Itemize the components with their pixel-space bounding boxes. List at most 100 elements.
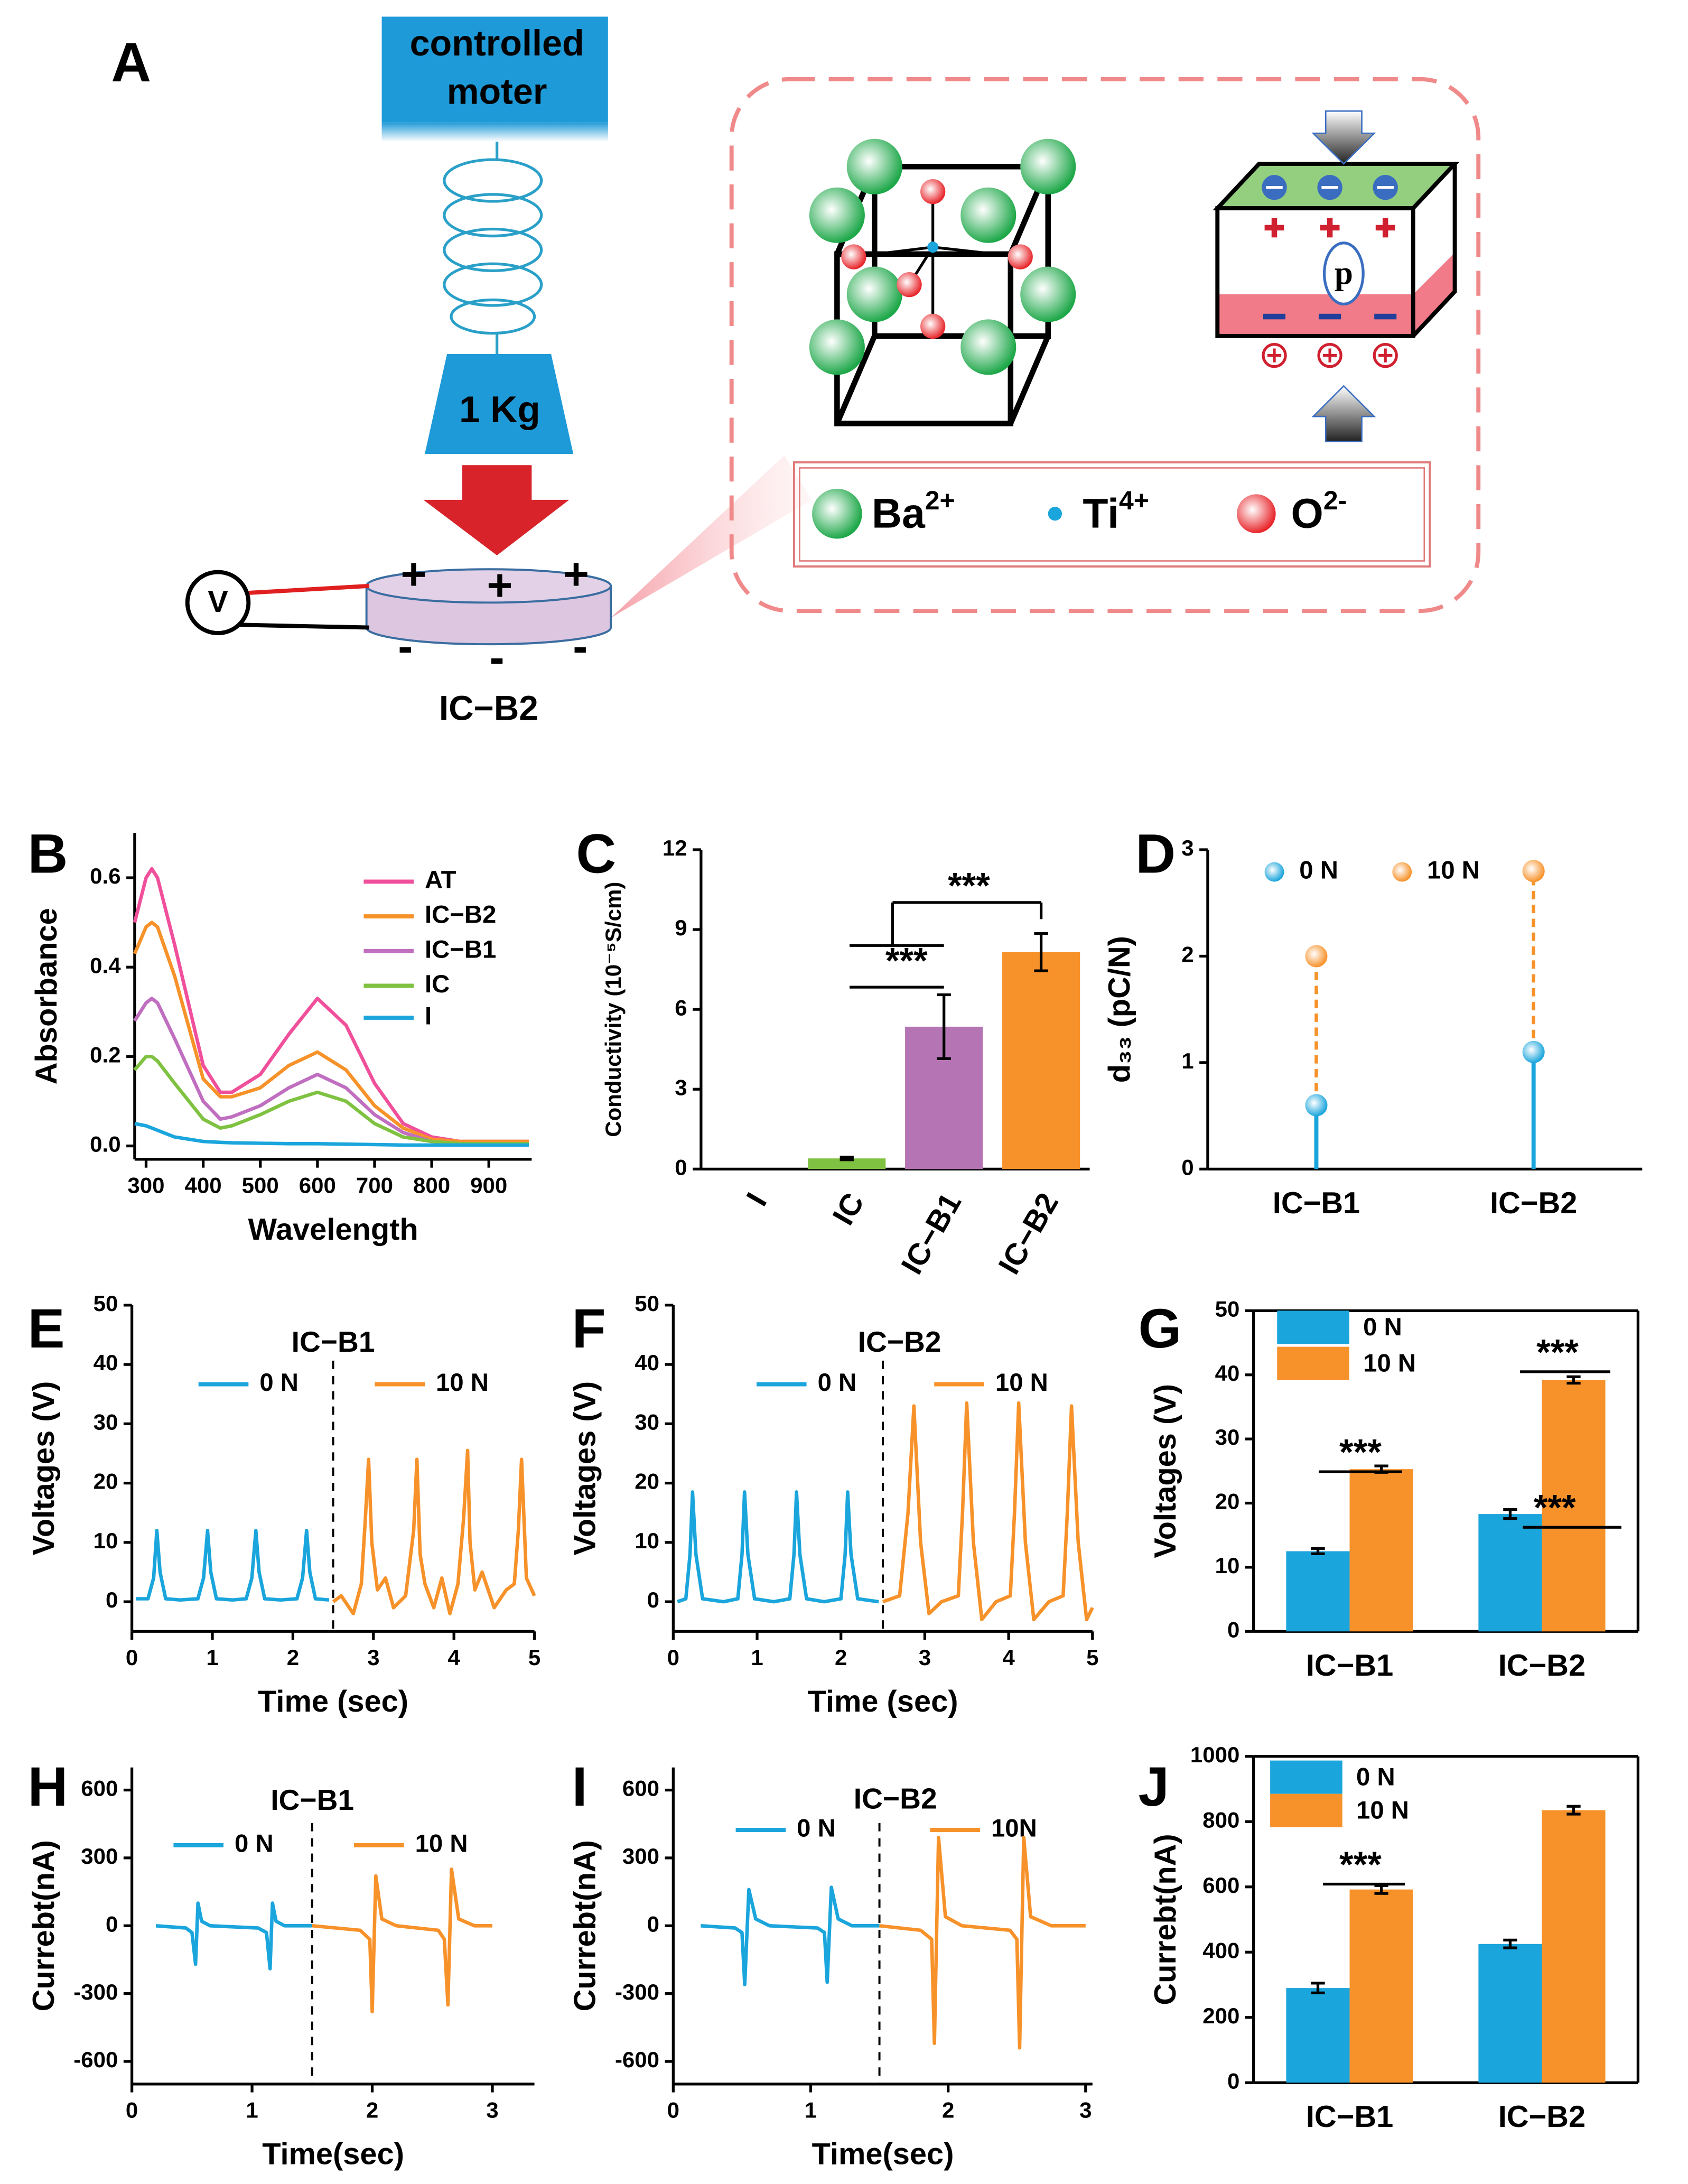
- annotation: ***: [1339, 1845, 1382, 1885]
- sample-label: IC−B2: [439, 689, 538, 728]
- wire: [240, 622, 369, 630]
- legend-swatch: [1270, 1793, 1342, 1827]
- y-tick-label: 400: [1202, 1938, 1239, 1963]
- y-tick-label: 30: [94, 1409, 118, 1434]
- bar: [1478, 1944, 1542, 2083]
- panel-letter: J: [1139, 1756, 1169, 1818]
- x-tick-label: 400: [185, 1173, 222, 1198]
- charge-sign: -: [490, 633, 505, 682]
- charge-sign: +: [400, 549, 426, 599]
- x-tick-label: 2: [942, 2097, 954, 2122]
- y-tick-label: 200: [1202, 2003, 1239, 2028]
- legend-label: 10 N: [415, 1829, 468, 1857]
- y-tick-label: 600: [81, 1776, 118, 1801]
- panel-letter: A: [111, 32, 151, 94]
- series-line: [133, 1055, 529, 1146]
- error-bar: [1034, 932, 1048, 972]
- y-tick-label: 0.0: [90, 1132, 120, 1157]
- legend-label: 10 N: [1427, 857, 1480, 885]
- x-tick-label: 0: [667, 2097, 679, 2122]
- y-tick-label: -300: [73, 1979, 118, 2004]
- y-tick-label: 30: [1215, 1425, 1240, 1449]
- legend-label: 0 N: [259, 1369, 299, 1397]
- bar: [808, 1158, 886, 1169]
- y-axis-label: d₃₃ (pC/N): [1103, 936, 1136, 1083]
- y-tick-label: 600: [1202, 1873, 1239, 1898]
- panel-a: A controlled moter 1 Kg V + + + - - - IC…: [111, 16, 1481, 728]
- charge-sign: +: [563, 549, 589, 599]
- chart-panel: G 0 10 20 30 40 50 IC−B1 IC−B2 Voltages (V) 0 N 10 …: [1139, 1296, 1640, 1683]
- legend-atom: [1237, 494, 1276, 533]
- y-tick-label: 3: [675, 1075, 687, 1100]
- legend-label: 10 N: [436, 1369, 489, 1397]
- x-tick-label: IC−B1: [1273, 1186, 1360, 1220]
- y-tick-label: 9: [675, 915, 687, 940]
- x-tick-label: 700: [356, 1173, 393, 1198]
- panel-letter: G: [1139, 1298, 1182, 1360]
- x-tick-label: IC: [826, 1187, 871, 1231]
- legend-swatch: [1392, 862, 1412, 882]
- bar: [1349, 1469, 1413, 1632]
- series-line: [312, 1867, 492, 2014]
- y-tick-label: 0: [106, 1911, 118, 1936]
- y-tick-label: 40: [635, 1350, 659, 1375]
- voltmeter: [185, 570, 251, 636]
- annotation: ***: [948, 866, 990, 906]
- legend-atom: [812, 488, 862, 539]
- panel-letter: E: [28, 1298, 65, 1360]
- y-tick-label: 40: [94, 1350, 118, 1375]
- legend-label: Ba2+: [872, 486, 955, 536]
- charge: 4+: [1119, 486, 1149, 515]
- charge-sign: -: [573, 621, 587, 671]
- y-tick-label: 0.6: [90, 863, 120, 888]
- y-tick-label: 40: [1215, 1361, 1240, 1386]
- x-axis-label: Time(sec): [262, 2137, 404, 2171]
- y-tick-label: -600: [615, 2047, 659, 2072]
- legend-swatch: [1264, 862, 1284, 882]
- bar: [1286, 1988, 1350, 2083]
- legend-label: IC: [425, 970, 450, 998]
- point: [1305, 1094, 1328, 1117]
- chart-title: IC−B2: [854, 1782, 937, 1815]
- series-line: [701, 1885, 880, 1986]
- y-tick-label: 0: [1181, 1155, 1193, 1179]
- error-bar: [1374, 1884, 1388, 1895]
- force-arrow: [423, 465, 570, 555]
- legend-label: 0 N: [818, 1369, 857, 1397]
- y-tick-label: 0: [647, 1587, 659, 1612]
- annotation: ***: [885, 941, 928, 981]
- y-axis-label: Currebt(nA): [27, 1840, 61, 2011]
- chart-panel: F 0 10 20 30 40 50 0 1 2 3 4 5 Time (sec) Voltages (V)…: [568, 1291, 1099, 1718]
- y-tick-label: 20: [94, 1469, 118, 1494]
- y-tick-label: 10: [635, 1528, 659, 1553]
- y-tick-label: 2: [1181, 942, 1193, 967]
- annotation: ***: [1534, 1488, 1576, 1528]
- x-tick-label: 1: [206, 1645, 218, 1670]
- legend-label: O2-: [1291, 486, 1347, 536]
- y-tick-label: 3: [1181, 835, 1193, 860]
- y-axis-label: Conductivity (10⁻⁵S/cm): [601, 882, 626, 1137]
- y-tick-label: 1: [1181, 1048, 1193, 1073]
- legend-label: 0 N: [1299, 857, 1338, 885]
- x-axis-label: Time (sec): [258, 1685, 408, 1718]
- polarization-box: [1213, 110, 1460, 442]
- point: [1522, 1040, 1545, 1063]
- legend-label: 0 N: [797, 1814, 836, 1842]
- charge-sign: +: [487, 560, 512, 610]
- x-tick-label: 3: [367, 1645, 379, 1670]
- weight-label: 1 Kg: [459, 389, 540, 431]
- y-tick-label: 50: [1215, 1296, 1240, 1321]
- legend-label: 10N: [991, 1814, 1037, 1842]
- x-tick-label: IC−B2: [1498, 2100, 1586, 2134]
- x-tick-label: IC−B2: [992, 1187, 1065, 1280]
- panel-letter: B: [28, 823, 68, 885]
- y-tick-label: 10: [1215, 1553, 1240, 1578]
- legend-swatch: [1277, 1346, 1349, 1380]
- chart-panel: B 0.0 0.2 0.4 0.6 300 400 500 600 700 800 900 Wavele…: [28, 823, 532, 1247]
- series-line: [332, 1448, 536, 1615]
- symbol: Ba: [872, 490, 926, 536]
- y-tick-label: 30: [635, 1409, 659, 1434]
- y-tick-label: 0: [1227, 2068, 1239, 2093]
- x-tick-label: IC−B2: [1490, 1186, 1577, 1220]
